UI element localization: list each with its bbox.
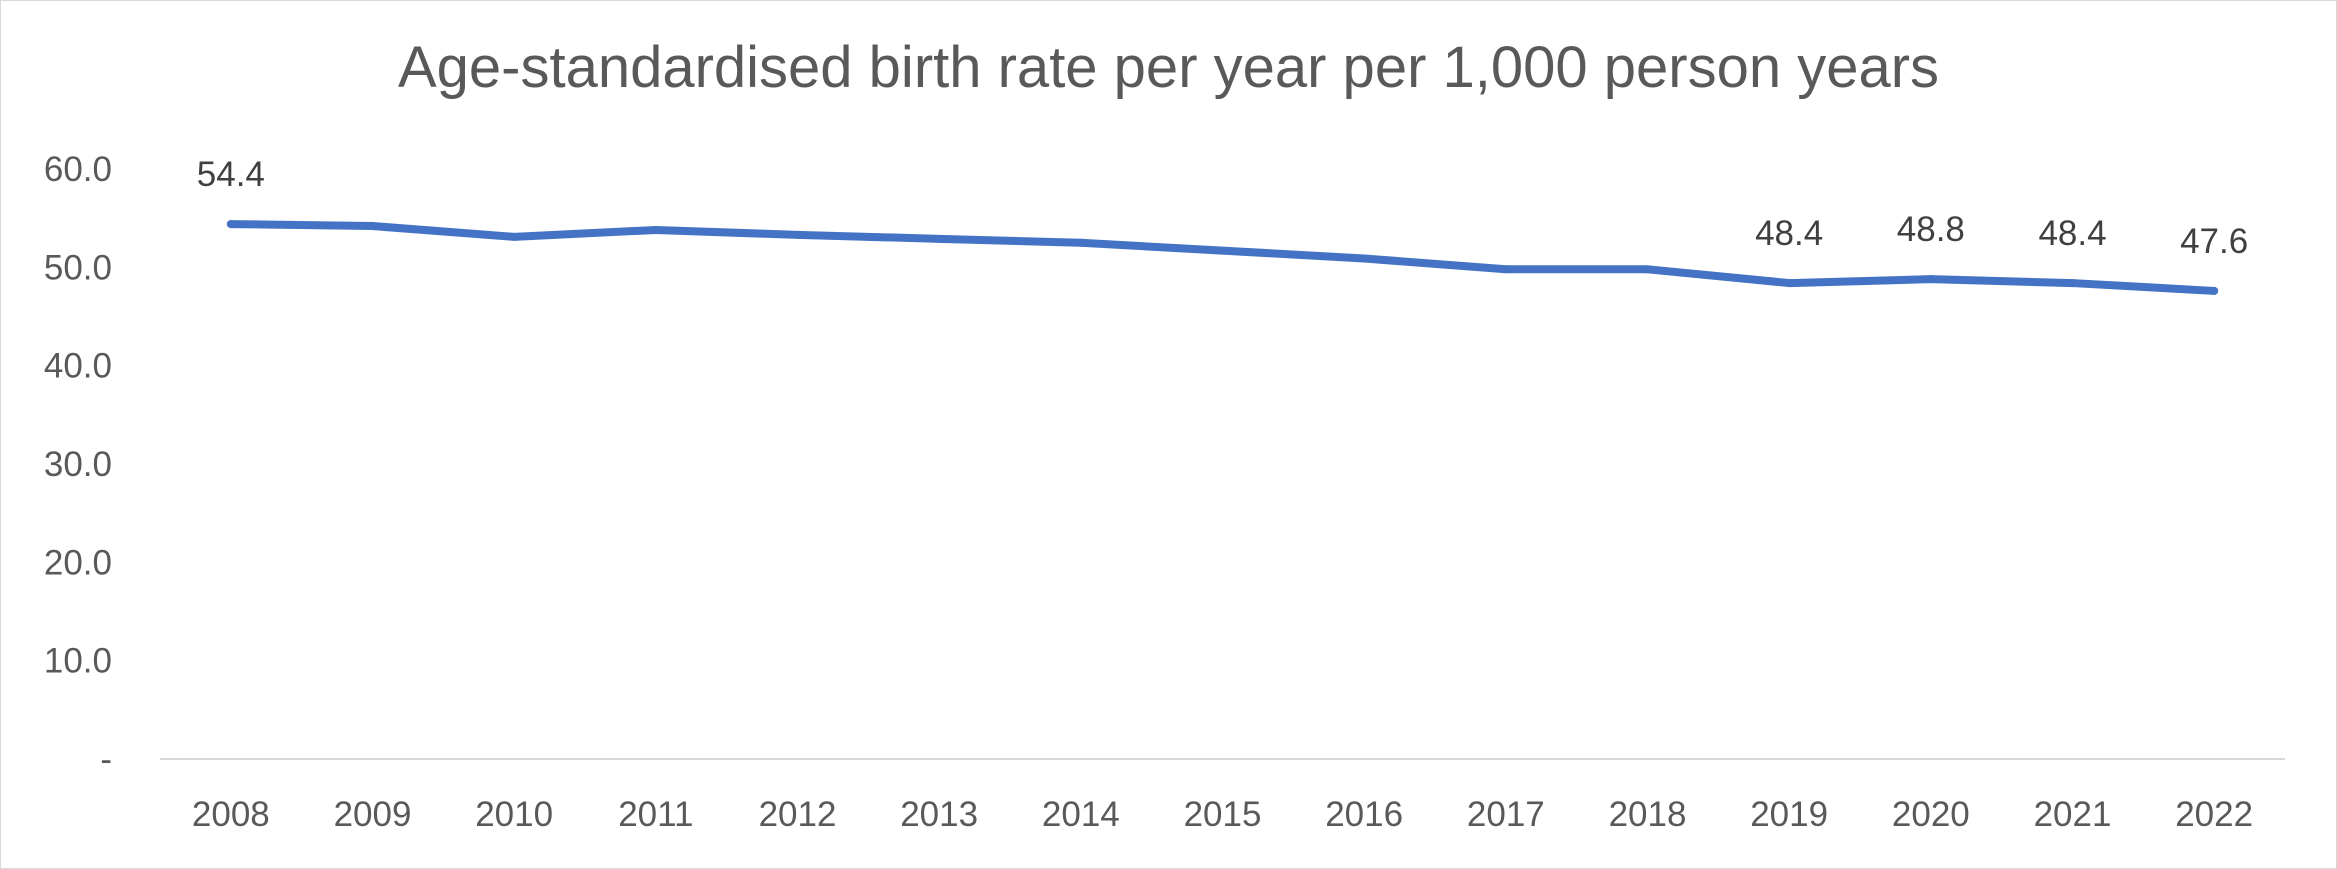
data-point — [1360, 254, 1369, 263]
x-tick-label: 2021 — [2034, 795, 2112, 834]
y-tick-label: 10.0 — [44, 642, 112, 681]
y-axis-ticks: - 10.0 20.0 30.0 40.0 50.0 60.0 — [44, 150, 112, 779]
series-layer — [226, 220, 2219, 295]
x-tick-label: 2019 — [1750, 795, 1828, 834]
data-labels: 54.4 48.4 48.8 48.4 47.6 — [197, 155, 2248, 261]
data-point — [1076, 238, 1085, 247]
data-label: 47.6 — [2180, 222, 2248, 261]
data-point — [2210, 286, 2219, 295]
x-axis-ticks: 2008 2009 2010 2011 2012 2013 2014 2015 2016 2017… — [192, 795, 2253, 834]
data-point — [1501, 265, 1510, 274]
x-tick-label: 2022 — [2175, 795, 2253, 834]
y-tick-label: 60.0 — [44, 150, 112, 189]
data-label: 48.8 — [1897, 210, 1965, 249]
x-tick-label: 2014 — [1042, 795, 1120, 834]
data-point — [1218, 246, 1227, 255]
x-tick-label: 2012 — [759, 795, 837, 834]
data-label: 54.4 — [197, 155, 265, 194]
y-tick-label: 40.0 — [44, 347, 112, 386]
data-point — [2068, 279, 2077, 288]
data-point — [1785, 279, 1794, 288]
data-point — [793, 230, 802, 239]
data-label: 48.4 — [2038, 214, 2106, 253]
x-tick-label: 2009 — [334, 795, 412, 834]
x-tick-label: 2008 — [192, 795, 270, 834]
x-tick-label: 2015 — [1184, 795, 1262, 834]
y-tick-label: - — [100, 740, 112, 779]
x-tick-label: 2020 — [1892, 795, 1970, 834]
x-tick-label: 2010 — [475, 795, 553, 834]
data-point — [510, 232, 519, 241]
data-label: 48.4 — [1755, 214, 1823, 253]
data-point — [368, 222, 377, 231]
x-tick-label: 2011 — [618, 795, 693, 834]
x-tick-label: 2013 — [900, 795, 978, 834]
data-point — [1643, 265, 1652, 274]
chart-title: Age-standardised birth rate per year per… — [397, 35, 1940, 100]
y-tick-label: 20.0 — [44, 543, 112, 582]
x-tick-label: 2018 — [1609, 795, 1687, 834]
x-tick-label: 2017 — [1467, 795, 1545, 834]
y-tick-label: 50.0 — [44, 248, 112, 287]
data-point — [935, 234, 944, 243]
data-point — [1926, 275, 1935, 284]
data-point — [226, 220, 235, 229]
data-point — [651, 225, 660, 234]
x-tick-label: 2016 — [1325, 795, 1403, 834]
y-tick-label: 30.0 — [44, 445, 112, 484]
